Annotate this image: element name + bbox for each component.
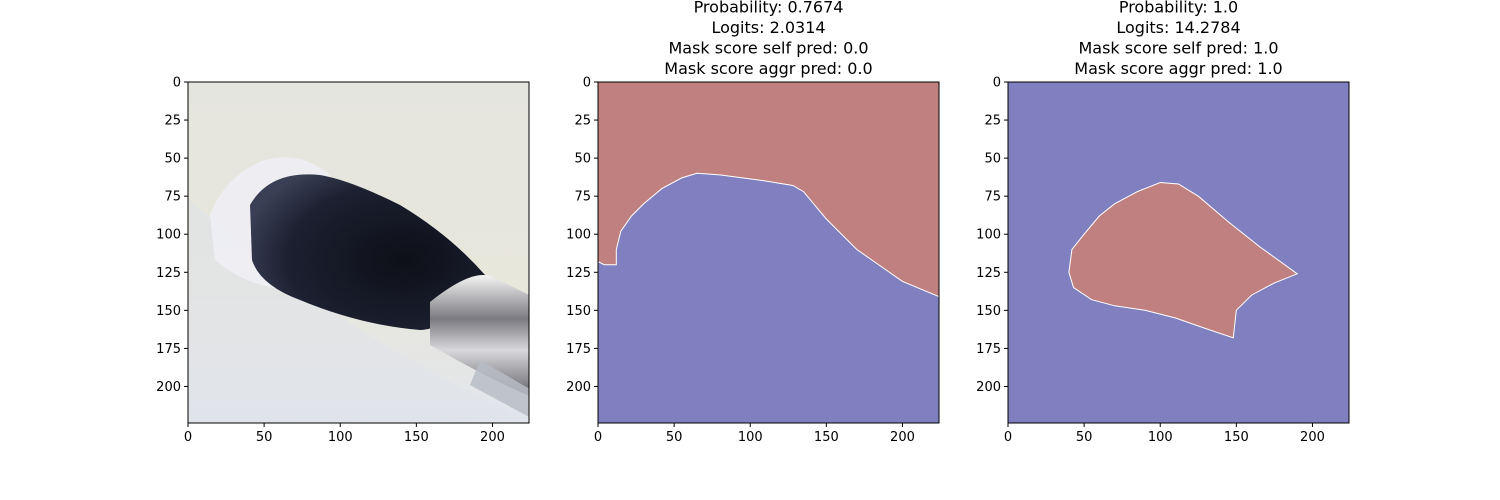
x-tick-label: 150 <box>814 430 839 445</box>
y-tick-label: 25 <box>164 114 181 129</box>
title-line: Mask score self pred: 1.0 <box>1078 39 1278 58</box>
y-tick-label: 50 <box>984 152 1001 167</box>
x-tick-label: 200 <box>480 430 505 445</box>
axes-frame <box>1007 81 1350 424</box>
x-tick-label: 0 <box>184 430 192 445</box>
y-tick-label: 25 <box>984 114 1001 129</box>
y-tick-label: 75 <box>574 190 591 205</box>
x-tick-label: 100 <box>738 430 763 445</box>
y-tick-label: 0 <box>173 76 181 91</box>
y-tick-label: 50 <box>574 152 591 167</box>
x-tick-label: 0 <box>594 430 602 445</box>
x-tick-label: 150 <box>1224 430 1249 445</box>
title-line: Mask score aggr pred: 1.0 <box>1074 59 1282 78</box>
y-tick-label: 175 <box>566 342 591 357</box>
y-tick-label: 0 <box>993 76 1001 91</box>
title-line: Probability: 0.7674 <box>694 0 844 17</box>
axes-frame <box>597 81 940 424</box>
y-tick-label: 0 <box>583 76 591 91</box>
x-tick-label: 50 <box>666 430 683 445</box>
makeup-brush-photo <box>188 82 529 423</box>
x-tick-label: 150 <box>404 430 429 445</box>
y-tick-label: 125 <box>566 266 591 281</box>
title-line: Probability: 1.0 <box>1119 0 1238 17</box>
y-tick-label: 100 <box>976 228 1001 243</box>
y-tick-label: 125 <box>156 266 181 281</box>
mask-region <box>1068 181 1299 339</box>
x-tick-label: 100 <box>328 430 353 445</box>
image-panel: 0 50 100 150 200 0 25 50 75 100 125 150 175 200 <box>156 76 530 445</box>
y-tick-label: 100 <box>566 228 591 243</box>
y-tick-label: 50 <box>164 152 181 167</box>
x-tick-label: 200 <box>1300 430 1325 445</box>
x-tick-label: 100 <box>1148 430 1173 445</box>
title-line: Mask score self pred: 0.0 <box>668 39 868 58</box>
y-tick-label: 150 <box>976 304 1001 319</box>
title-line: Logits: 2.0314 <box>711 18 825 37</box>
x-tick-label: 200 <box>890 430 915 445</box>
y-tick-label: 200 <box>156 380 181 395</box>
y-tick-label: 200 <box>976 380 1001 395</box>
y-tick-label: 25 <box>574 114 591 129</box>
y-tick-label: 200 <box>566 380 591 395</box>
y-tick-label: 175 <box>976 342 1001 357</box>
y-tick-label: 100 <box>156 228 181 243</box>
x-tick-label: 0 <box>1004 430 1012 445</box>
title-line: Logits: 14.2784 <box>1116 18 1240 37</box>
y-tick-label: 125 <box>976 266 1001 281</box>
mask-region <box>597 81 940 298</box>
y-tick-label: 75 <box>984 190 1001 205</box>
x-tick-label: 50 <box>1076 430 1093 445</box>
y-tick-label: 150 <box>566 304 591 319</box>
y-tick-label: 150 <box>156 304 181 319</box>
y-tick-label: 75 <box>164 190 181 205</box>
x-tick-label: 50 <box>256 430 273 445</box>
y-tick-label: 175 <box>156 342 181 357</box>
title-line: Mask score aggr pred: 0.0 <box>664 59 872 78</box>
